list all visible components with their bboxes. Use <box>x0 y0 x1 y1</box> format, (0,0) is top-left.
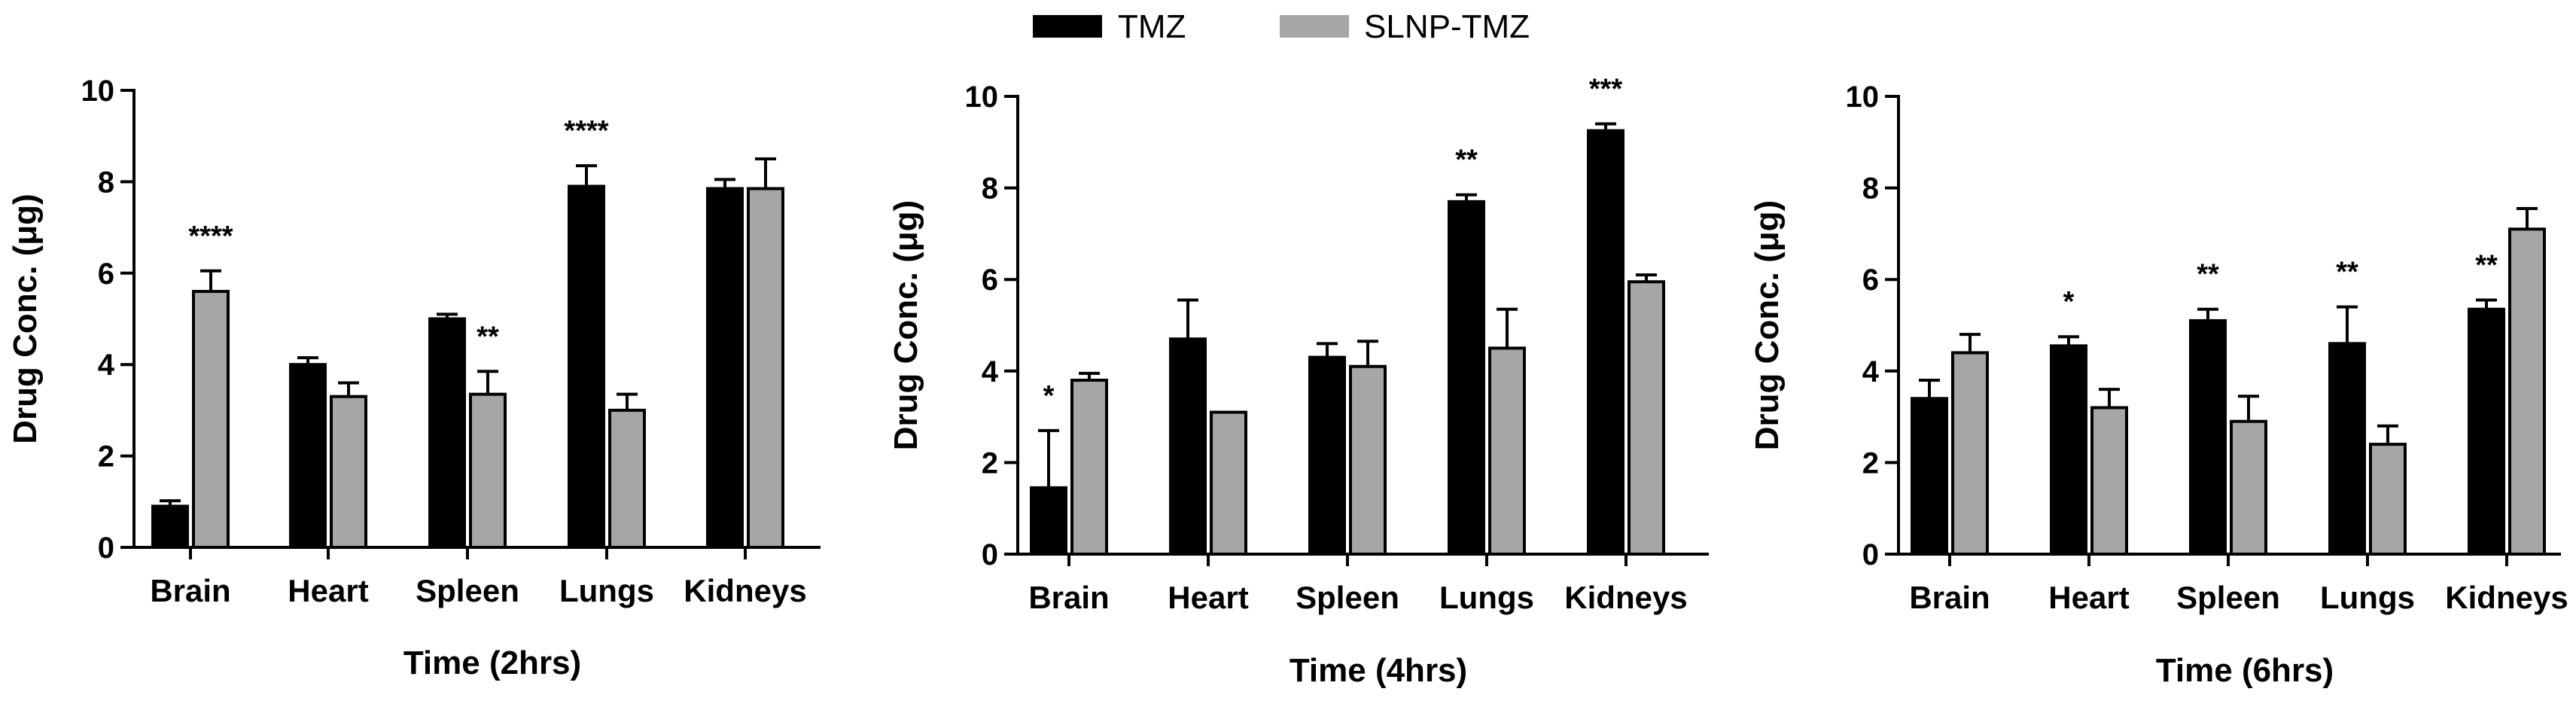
bar-tmz <box>1308 355 1346 556</box>
x-tick-label: Brain <box>150 573 230 608</box>
y-tick-label: 4 <box>1862 355 1880 388</box>
x-tick-label: Kidneys <box>1564 580 1687 615</box>
significance-label: **** <box>564 115 608 147</box>
x-tick-label: Heart <box>1168 580 1248 615</box>
bar-tmz <box>2189 318 2227 556</box>
bar-tmz <box>428 317 466 549</box>
bar-slnp-tmz <box>1349 364 1387 556</box>
bar-slnp-tmz <box>469 392 507 550</box>
x-tick-label: Lungs <box>2320 580 2415 615</box>
y-tick-label: 4 <box>982 355 999 388</box>
y-tick-label: 2 <box>98 440 114 474</box>
bar-tmz <box>1587 129 1624 556</box>
bar-tmz <box>1030 486 1067 556</box>
significance-label: ** <box>1455 145 1478 176</box>
y-tick-label: 10 <box>81 75 115 108</box>
x-tick-label: Lungs <box>1439 580 1534 615</box>
bar-slnp-tmz <box>2369 443 2407 556</box>
x-tick-label: Kidneys <box>684 573 806 608</box>
y-tick-label: 2 <box>982 446 998 480</box>
bar-tmz <box>1169 337 1207 556</box>
bar-slnp-tmz <box>2230 419 2267 556</box>
x-tick-label: Lungs <box>559 573 654 608</box>
y-tick-label: 8 <box>982 172 998 206</box>
x-tick-label: Brain <box>1909 580 1990 615</box>
bar-slnp-tmz <box>2508 227 2546 556</box>
y-tick-label: 8 <box>1862 172 1879 206</box>
legend-label-tmz: TMZ <box>1118 8 1186 45</box>
significance-label: ** <box>2336 257 2358 288</box>
x-tick-label: Heart <box>288 573 368 608</box>
chart-panel-6hrs: 0 2 4 6 8 10 Drug Conc. (μg) Time (6hrs) Brain He… <box>1749 81 2568 689</box>
legend: TMZ SLNP-TMZ <box>1033 8 1530 45</box>
legend-swatch-slnp-tmz <box>1280 15 1349 38</box>
y-tick-label: 10 <box>1846 81 1880 114</box>
x-axis-label: Time (2hrs) <box>403 644 581 681</box>
bar-tmz <box>2050 344 2087 556</box>
significance-label: **** <box>188 221 233 252</box>
y-axis-label: Drug Conc. (μg) <box>7 193 44 443</box>
bar-tmz <box>151 504 189 549</box>
significance-label: *** <box>1589 73 1623 105</box>
y-tick-label: 0 <box>98 532 114 565</box>
x-tick-label: Spleen <box>2176 580 2280 615</box>
bar-slnp-tmz <box>1488 346 1526 556</box>
significance-label: * <box>2063 286 2075 318</box>
bar-slnp-tmz <box>1628 280 1665 556</box>
y-axis-label: Drug Conc. (μg) <box>1749 200 1786 450</box>
significance-label: * <box>1043 380 1055 412</box>
x-tick-label: Brain <box>1028 580 1109 615</box>
bar-slnp-tmz <box>330 395 367 549</box>
bar-tmz <box>568 184 605 549</box>
y-tick-label: 8 <box>98 166 114 199</box>
bar-tmz <box>706 187 744 549</box>
significance-label: ** <box>2197 259 2219 291</box>
y-tick-label: 10 <box>965 81 999 114</box>
bar-slnp-tmz <box>192 290 230 549</box>
significance-label: ** <box>2475 250 2498 282</box>
bar-slnp-tmz <box>2090 406 2128 556</box>
bar-slnp-tmz <box>1951 351 1989 556</box>
bar-tmz <box>289 363 327 550</box>
x-tick-label: Heart <box>2048 580 2129 615</box>
x-axis-label: Time (4hrs) <box>1290 652 1467 689</box>
y-tick-label: 6 <box>98 257 114 291</box>
bar-slnp-tmz <box>1210 410 1247 556</box>
x-tick-label: Kidneys <box>2445 580 2568 615</box>
bar-slnp-tmz <box>1070 378 1108 556</box>
bar-tmz <box>1448 200 1485 556</box>
y-tick-label: 4 <box>98 349 115 382</box>
chart-panel-2hrs: 0 2 4 6 8 10 Drug Conc. (μg) Time (2hrs) Brain **… <box>7 75 821 681</box>
bar-tmz <box>1911 397 1948 556</box>
legend-label-slnp-tmz: SLNP-TMZ <box>1364 8 1530 45</box>
significance-label: ** <box>477 321 499 352</box>
y-tick-label: 0 <box>1862 538 1879 571</box>
y-tick-label: 6 <box>982 264 998 297</box>
bar-tmz <box>2328 342 2366 556</box>
x-tick-label: Spleen <box>1296 580 1399 615</box>
y-tick-label: 0 <box>982 538 998 571</box>
legend-swatch-tmz <box>1033 15 1102 38</box>
y-axis-label: Drug Conc. (μg) <box>888 200 924 450</box>
y-tick-label: 2 <box>1862 446 1879 480</box>
x-axis-label: Time (6hrs) <box>2156 652 2334 689</box>
y-tick-label: 6 <box>1862 264 1879 297</box>
bar-slnp-tmz <box>747 187 784 549</box>
bar-tmz <box>2468 307 2505 556</box>
bar-slnp-tmz <box>608 408 646 550</box>
x-tick-label: Spleen <box>416 573 519 608</box>
chart-panel-4hrs: 0 2 4 6 8 10 Drug Conc. (μg) Time (4hrs) Brain * H… <box>888 73 1709 689</box>
